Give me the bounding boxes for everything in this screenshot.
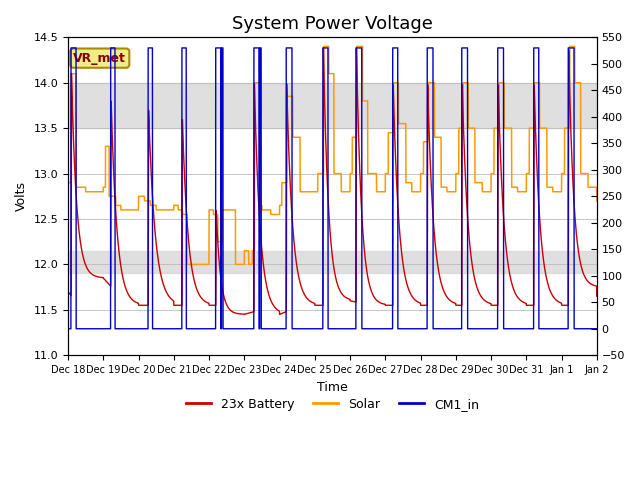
X-axis label: Time: Time xyxy=(317,381,348,394)
Title: System Power Voltage: System Power Voltage xyxy=(232,15,433,33)
Legend: 23x Battery, Solar, CM1_in: 23x Battery, Solar, CM1_in xyxy=(181,393,484,416)
Bar xyxy=(68,83,596,128)
Text: VR_met: VR_met xyxy=(74,52,126,65)
Bar xyxy=(68,251,596,274)
Y-axis label: Volts: Volts xyxy=(15,181,28,211)
